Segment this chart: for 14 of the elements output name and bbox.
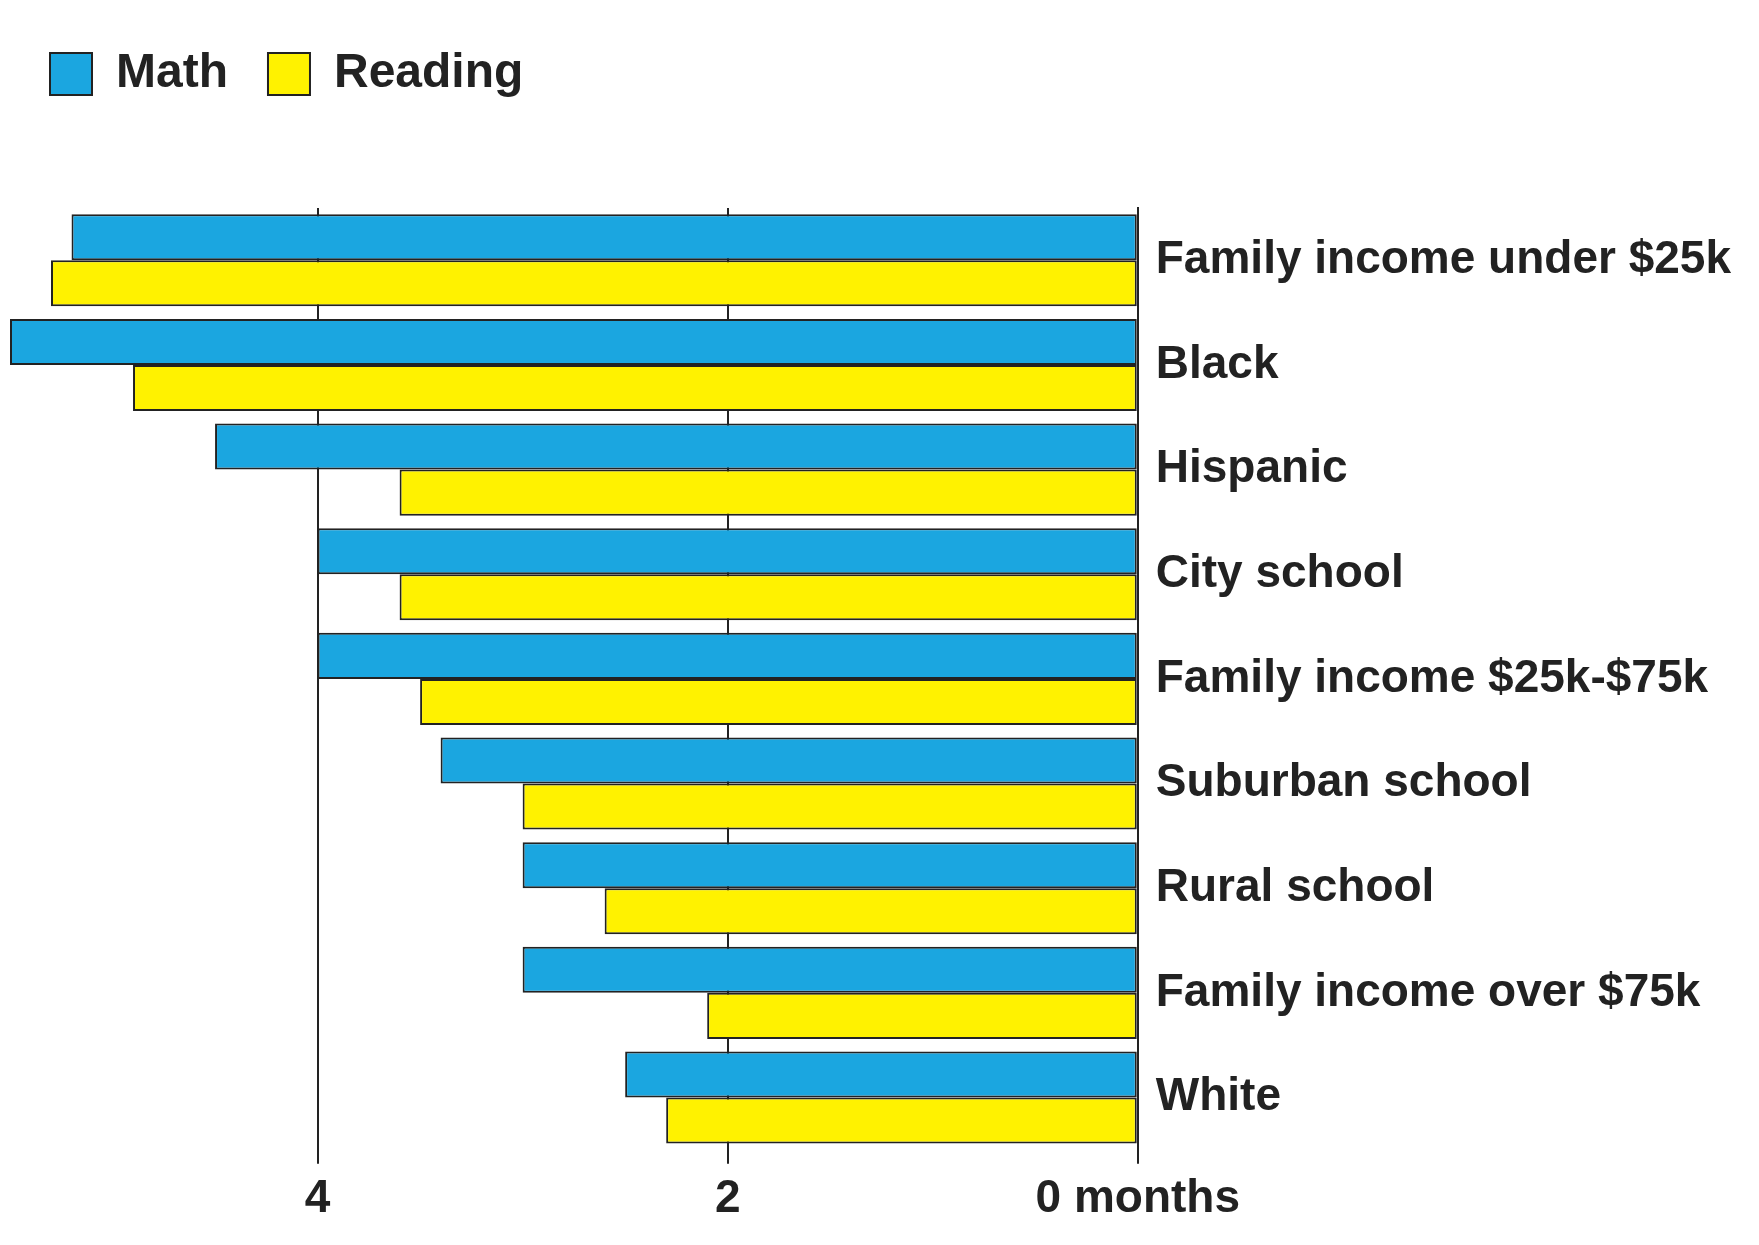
y-tick-label: Black bbox=[1155, 335, 1279, 388]
legend-label: Math bbox=[116, 44, 228, 98]
y-tick-label: White bbox=[1155, 1068, 1281, 1121]
legend-label: Reading bbox=[333, 44, 524, 98]
y-tick-label: City school bbox=[1155, 544, 1404, 597]
y-tick-label: Rural school bbox=[1155, 858, 1435, 911]
y-tick-label: Family income $25k-$75k bbox=[1155, 649, 1709, 702]
y-tick-label: Family income over $75k bbox=[1155, 963, 1701, 1016]
y-tick-label: Family income under $25k bbox=[1155, 231, 1732, 284]
y-tick-label: Hispanic bbox=[1155, 440, 1348, 493]
x-tick-label: 4 bbox=[304, 1170, 331, 1223]
x-tick-label: 0 months bbox=[1035, 1170, 1241, 1223]
x-tick-label: 2 bbox=[714, 1170, 741, 1223]
y-tick-label: Suburban school bbox=[1155, 754, 1532, 807]
